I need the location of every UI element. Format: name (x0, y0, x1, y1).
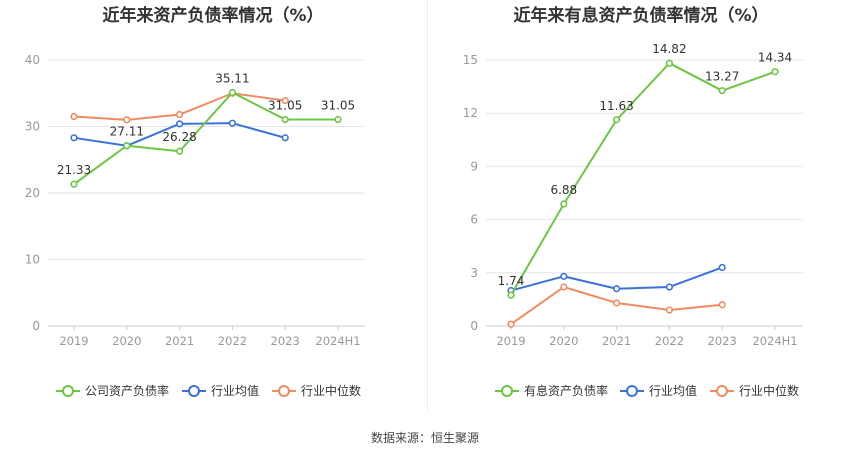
x-tick-label: 2020 (549, 334, 578, 348)
y-tick-label: 0 (470, 319, 478, 333)
data-point (228, 88, 236, 97)
chart-debt-ratio: 近年来资产负债率情况（%） 0 10 20 30 40 2019 2020 2021 2022 20… (25, 5, 365, 398)
y-tick-label: 10 (25, 253, 40, 267)
legend-label: 公司资产负债率 (85, 383, 169, 398)
data-point (281, 115, 289, 124)
y-tick-label: 3 (470, 266, 478, 280)
data-point (718, 263, 726, 272)
y-tick-label: 12 (463, 106, 478, 120)
data-label: 1.74 (498, 274, 525, 288)
legend-swatch-marker (62, 385, 74, 397)
chart-title: 近年来有息资产负债率情况（%） (513, 5, 768, 26)
data-point (176, 147, 184, 155)
data-label: 31.05 (268, 99, 302, 113)
legend-label: 有息资产负债率 (524, 383, 608, 398)
legend-label: 行业均值 (649, 383, 697, 398)
data-label: 6.88 (550, 183, 577, 197)
x-tick-label: 2024H1 (315, 334, 360, 348)
data-point (70, 112, 78, 121)
data-label: 21.33 (57, 163, 91, 177)
data-label: 14.34 (758, 51, 792, 65)
legend-swatch-marker (716, 385, 728, 397)
data-point (771, 68, 779, 76)
data-point (718, 301, 726, 309)
chart-divider (427, 0, 428, 410)
x-tick-label: 2020 (112, 334, 141, 348)
x-tick-label: 2023 (271, 334, 300, 348)
chart-title: 近年来资产负债率情况（%） (102, 5, 323, 26)
x-tick-label: 2022 (218, 334, 247, 348)
data-point (228, 119, 236, 127)
data-point (123, 116, 131, 124)
legend-swatch-marker (501, 385, 513, 397)
data-label: 35.11 (215, 72, 249, 86)
data-label: 14.82 (652, 42, 686, 56)
data-point (507, 291, 515, 299)
chart-interest-bearing-debt-ratio: 近年来有息资产负债率情况（%） 0 3 6 9 12 15 2019 2020 2021 2022 2… (463, 5, 803, 398)
data-point (281, 96, 289, 105)
data-point (281, 134, 289, 142)
data-label: 26.28 (162, 130, 196, 144)
series-line (510, 62, 776, 296)
x-tick-label: 2019 (496, 334, 525, 348)
y-tick-label: 9 (470, 159, 478, 173)
x-tick-label: 2019 (59, 334, 88, 348)
data-point (612, 116, 621, 124)
data-point (334, 115, 342, 124)
y-tick-label: 30 (25, 120, 40, 134)
x-tick-label: 2023 (708, 334, 737, 348)
legend-label: 行业均值 (211, 383, 259, 398)
y-tick-label: 0 (32, 319, 40, 333)
data-point (665, 59, 674, 67)
source-note: 数据来源：恒生聚源 (370, 431, 479, 445)
data-point (560, 272, 568, 280)
y-tick-label: 40 (25, 53, 40, 67)
series-line (73, 91, 338, 185)
data-point (70, 134, 78, 142)
data-label: 13.27 (705, 70, 739, 84)
legend-swatch-marker (188, 385, 200, 397)
data-point (612, 285, 621, 293)
data-point (718, 87, 726, 95)
data-point (612, 299, 621, 307)
y-tick-label: 20 (25, 186, 40, 200)
data-point (70, 180, 78, 188)
data-point (560, 200, 568, 208)
data-point (176, 120, 184, 128)
x-tick-label: 2021 (165, 334, 194, 348)
data-point (507, 320, 515, 328)
data-label: 31.05 (321, 99, 355, 113)
x-tick-label: 2024H1 (752, 334, 797, 348)
data-point (123, 142, 131, 150)
data-point (665, 306, 674, 314)
y-tick-label: 6 (470, 213, 478, 227)
x-tick-label: 2021 (602, 334, 631, 348)
x-tick-label: 2022 (655, 334, 684, 348)
data-label: 27.11 (110, 125, 144, 139)
data-label: 11.63 (599, 99, 633, 113)
data-point (665, 283, 674, 291)
legend-swatch-marker (278, 385, 290, 397)
data-point (176, 110, 184, 119)
legend-label: 行业中位数 (739, 383, 799, 398)
legend-swatch-marker (626, 385, 638, 397)
data-point (560, 283, 568, 291)
legend-label: 行业中位数 (301, 383, 361, 398)
y-tick-label: 15 (463, 53, 478, 67)
